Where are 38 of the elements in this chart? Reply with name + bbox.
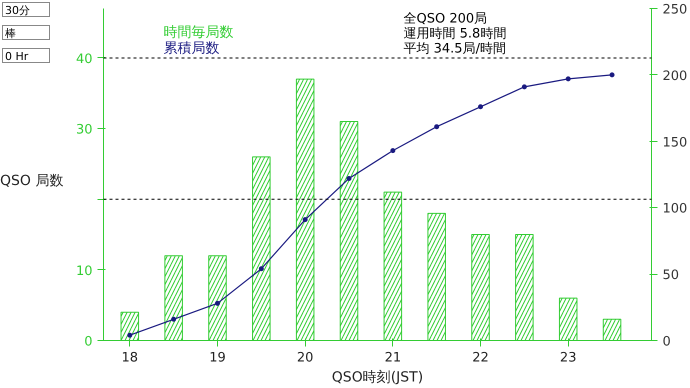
x-tick-label: 20 [296, 350, 314, 366]
x-tick-label: 22 [472, 350, 489, 366]
y2-tick-label: 50 [662, 268, 680, 284]
text: 累積局数 [164, 40, 220, 56]
text: 30分 [2, 2, 50, 17]
point [566, 76, 571, 82]
x-tick-label: 19 [209, 350, 226, 366]
x-tick-label: 21 [384, 350, 402, 366]
point [258, 266, 264, 272]
x-tick-label: 23 [560, 350, 576, 366]
text: 0 Hr [2, 48, 50, 63]
point [390, 148, 396, 154]
point [171, 316, 176, 322]
y-tick-label: 30 [76, 122, 93, 138]
y2-tick-label: 0 [662, 334, 671, 350]
x-axis-title: QSO時刻(JST) [332, 370, 424, 386]
point [610, 72, 615, 78]
point [478, 104, 484, 110]
y-tick-label: 0 [84, 334, 93, 350]
point [434, 124, 440, 130]
annotation: 運用時間 5.8時間 [404, 26, 506, 42]
y2-tick-label: 150 [662, 135, 688, 150]
y-tick-label: 10 [76, 264, 93, 279]
y-tick-label: 40 [76, 52, 93, 67]
point [127, 332, 132, 338]
y-axis-title: QSO 局数 [0, 172, 64, 191]
y2-tick-label: 100 [662, 202, 688, 217]
text: 時間毎局数 [164, 24, 234, 40]
point [302, 217, 308, 222]
y2-tick-label: 200 [662, 68, 688, 84]
x-tick-label: 18 [122, 350, 138, 366]
text: 棒 [2, 25, 50, 40]
point [522, 84, 527, 90]
point [214, 300, 220, 306]
annotation: 平均 34.5局/時間 [404, 42, 506, 56]
annotation: 全QSO 200局 [404, 12, 488, 26]
y2-tick-label: 250 [662, 2, 688, 18]
point [346, 176, 352, 181]
